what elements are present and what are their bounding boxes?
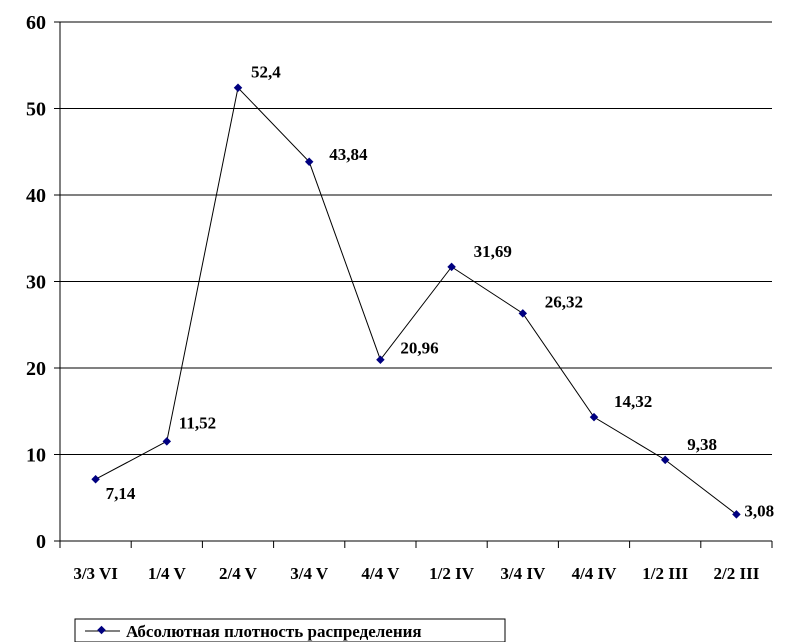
data-point [91,474,100,484]
data-point [233,83,243,92]
data-point [162,437,172,446]
x-tick-label: 1/4 V [148,564,187,583]
x-tick-label: 4/4 V [361,564,400,583]
x-tick-label: 3/4 V [290,564,329,583]
legend-box [74,618,506,642]
data-point [447,262,456,272]
data-label: 3,08 [744,501,774,520]
legend-label: Абсолютная плотность распределения [126,622,422,641]
data-label: 20,96 [400,339,438,358]
x-tick-label: 2/4 V [219,564,258,583]
x-tick-label: 1/2 IV [429,564,475,583]
x-tick-label: 4/4 IV [572,564,618,583]
y-tick-label: 10 [26,445,46,467]
y-tick-label: 60 [26,12,46,34]
gridlines [60,21,772,455]
series-line [95,86,737,515]
data-point [732,510,741,519]
y-axis-ticks: 0 10 20 30 40 50 60 [26,12,60,553]
data-label: 52,4 [251,63,281,82]
data-point [660,455,670,465]
y-tick-label: 20 [26,358,46,380]
data-point [376,355,385,364]
data-point [589,412,599,422]
data-points [91,83,741,519]
x-axis-ticks: 3/3 VI 1/4 V 2/4 V 3/4 V 4/4 V 1/2 IV 3/4 IV 4/… [59,541,773,583]
data-point [304,157,314,167]
y-tick-label: 30 [26,272,46,294]
data-label: 11,52 [179,413,216,432]
series-polyline [95,86,737,515]
data-label: 31,69 [474,242,512,261]
data-labels: 7,14 11,52 52,4 43,84 20,96 31,69 26,32 14,32 9,… [106,63,775,521]
legend: Абсолютная плотность распределения [74,618,506,642]
data-label: 7,14 [106,484,136,503]
x-tick-label: 3/4 IV [500,564,546,583]
data-label: 43,84 [329,145,368,164]
data-label: 26,32 [545,292,583,311]
data-label: 9,38 [687,435,717,454]
x-tick-label: 2/2 III [713,564,759,583]
y-tick-label: 0 [36,531,46,553]
data-point [518,309,528,318]
x-tick-label: 3/3 VI [73,564,118,583]
x-tick-label: 1/2 III [642,564,688,583]
data-label: 14,32 [614,392,652,411]
y-tick-label: 50 [26,99,46,121]
y-tick-label: 40 [26,185,46,207]
